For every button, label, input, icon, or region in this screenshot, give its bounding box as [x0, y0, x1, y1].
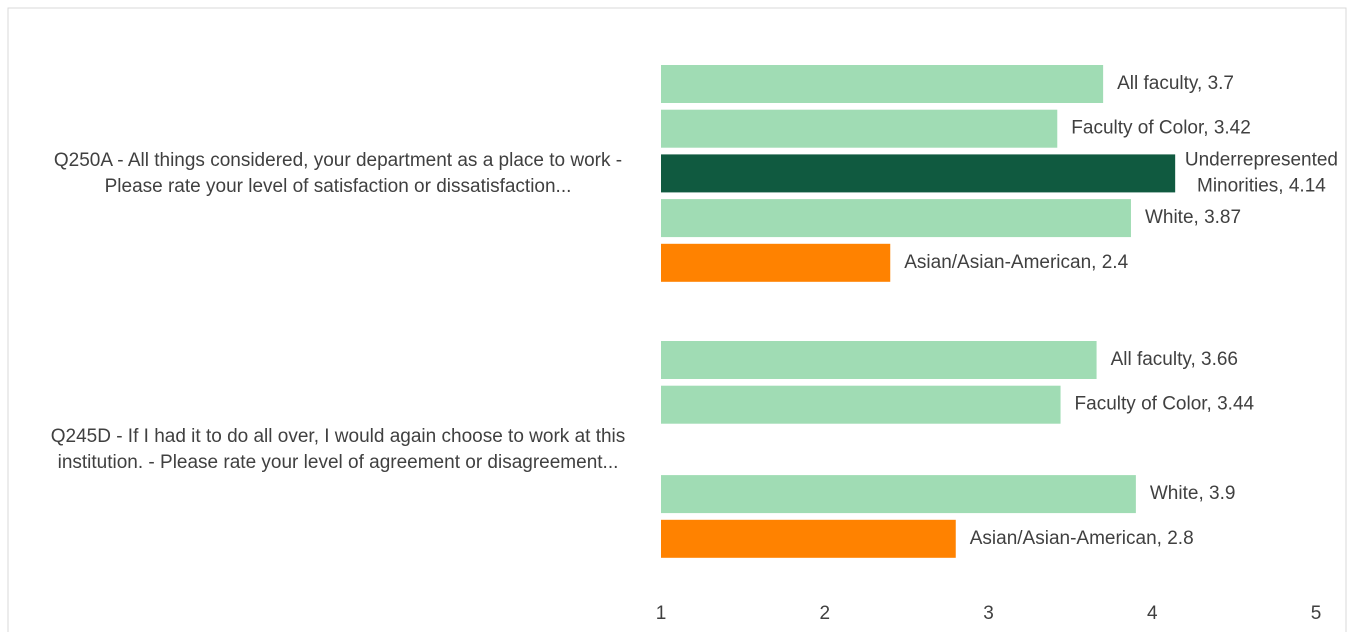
x-tick-label: 4 [1147, 603, 1158, 624]
chart-border [7, 7, 1347, 632]
category-label: Q250A - All things considered, your depa… [54, 150, 622, 197]
x-tick-label: 2 [819, 603, 830, 624]
x-tick-label: 1 [656, 603, 667, 624]
bar [661, 341, 1097, 379]
data-label: White, 3.87 [1145, 207, 1241, 228]
bar [661, 199, 1131, 238]
bar [661, 154, 1176, 193]
data-label: Asian/Asian-American, 2.8 [970, 528, 1194, 549]
bar [661, 243, 891, 282]
bar [661, 65, 1104, 103]
data-label: All faculty, 3.66 [1111, 349, 1238, 370]
category-label: Q245D - If I had it to do all over, I wo… [51, 426, 626, 473]
data-label: Underrepresented Minorities, 4.14 [1185, 149, 1338, 196]
x-tick-label: 5 [1311, 603, 1322, 624]
bar [661, 475, 1136, 514]
data-label: Asian/Asian-American, 2.4 [904, 252, 1128, 273]
data-label: Faculty of Color, 3.42 [1071, 118, 1251, 139]
x-tick-label: 3 [983, 603, 994, 624]
bar [661, 385, 1061, 424]
data-label: All faculty, 3.7 [1117, 73, 1234, 94]
bar [661, 109, 1058, 148]
data-label: Faculty of Color, 3.44 [1075, 394, 1255, 415]
bar [661, 519, 956, 558]
data-label: White, 3.9 [1150, 483, 1236, 504]
